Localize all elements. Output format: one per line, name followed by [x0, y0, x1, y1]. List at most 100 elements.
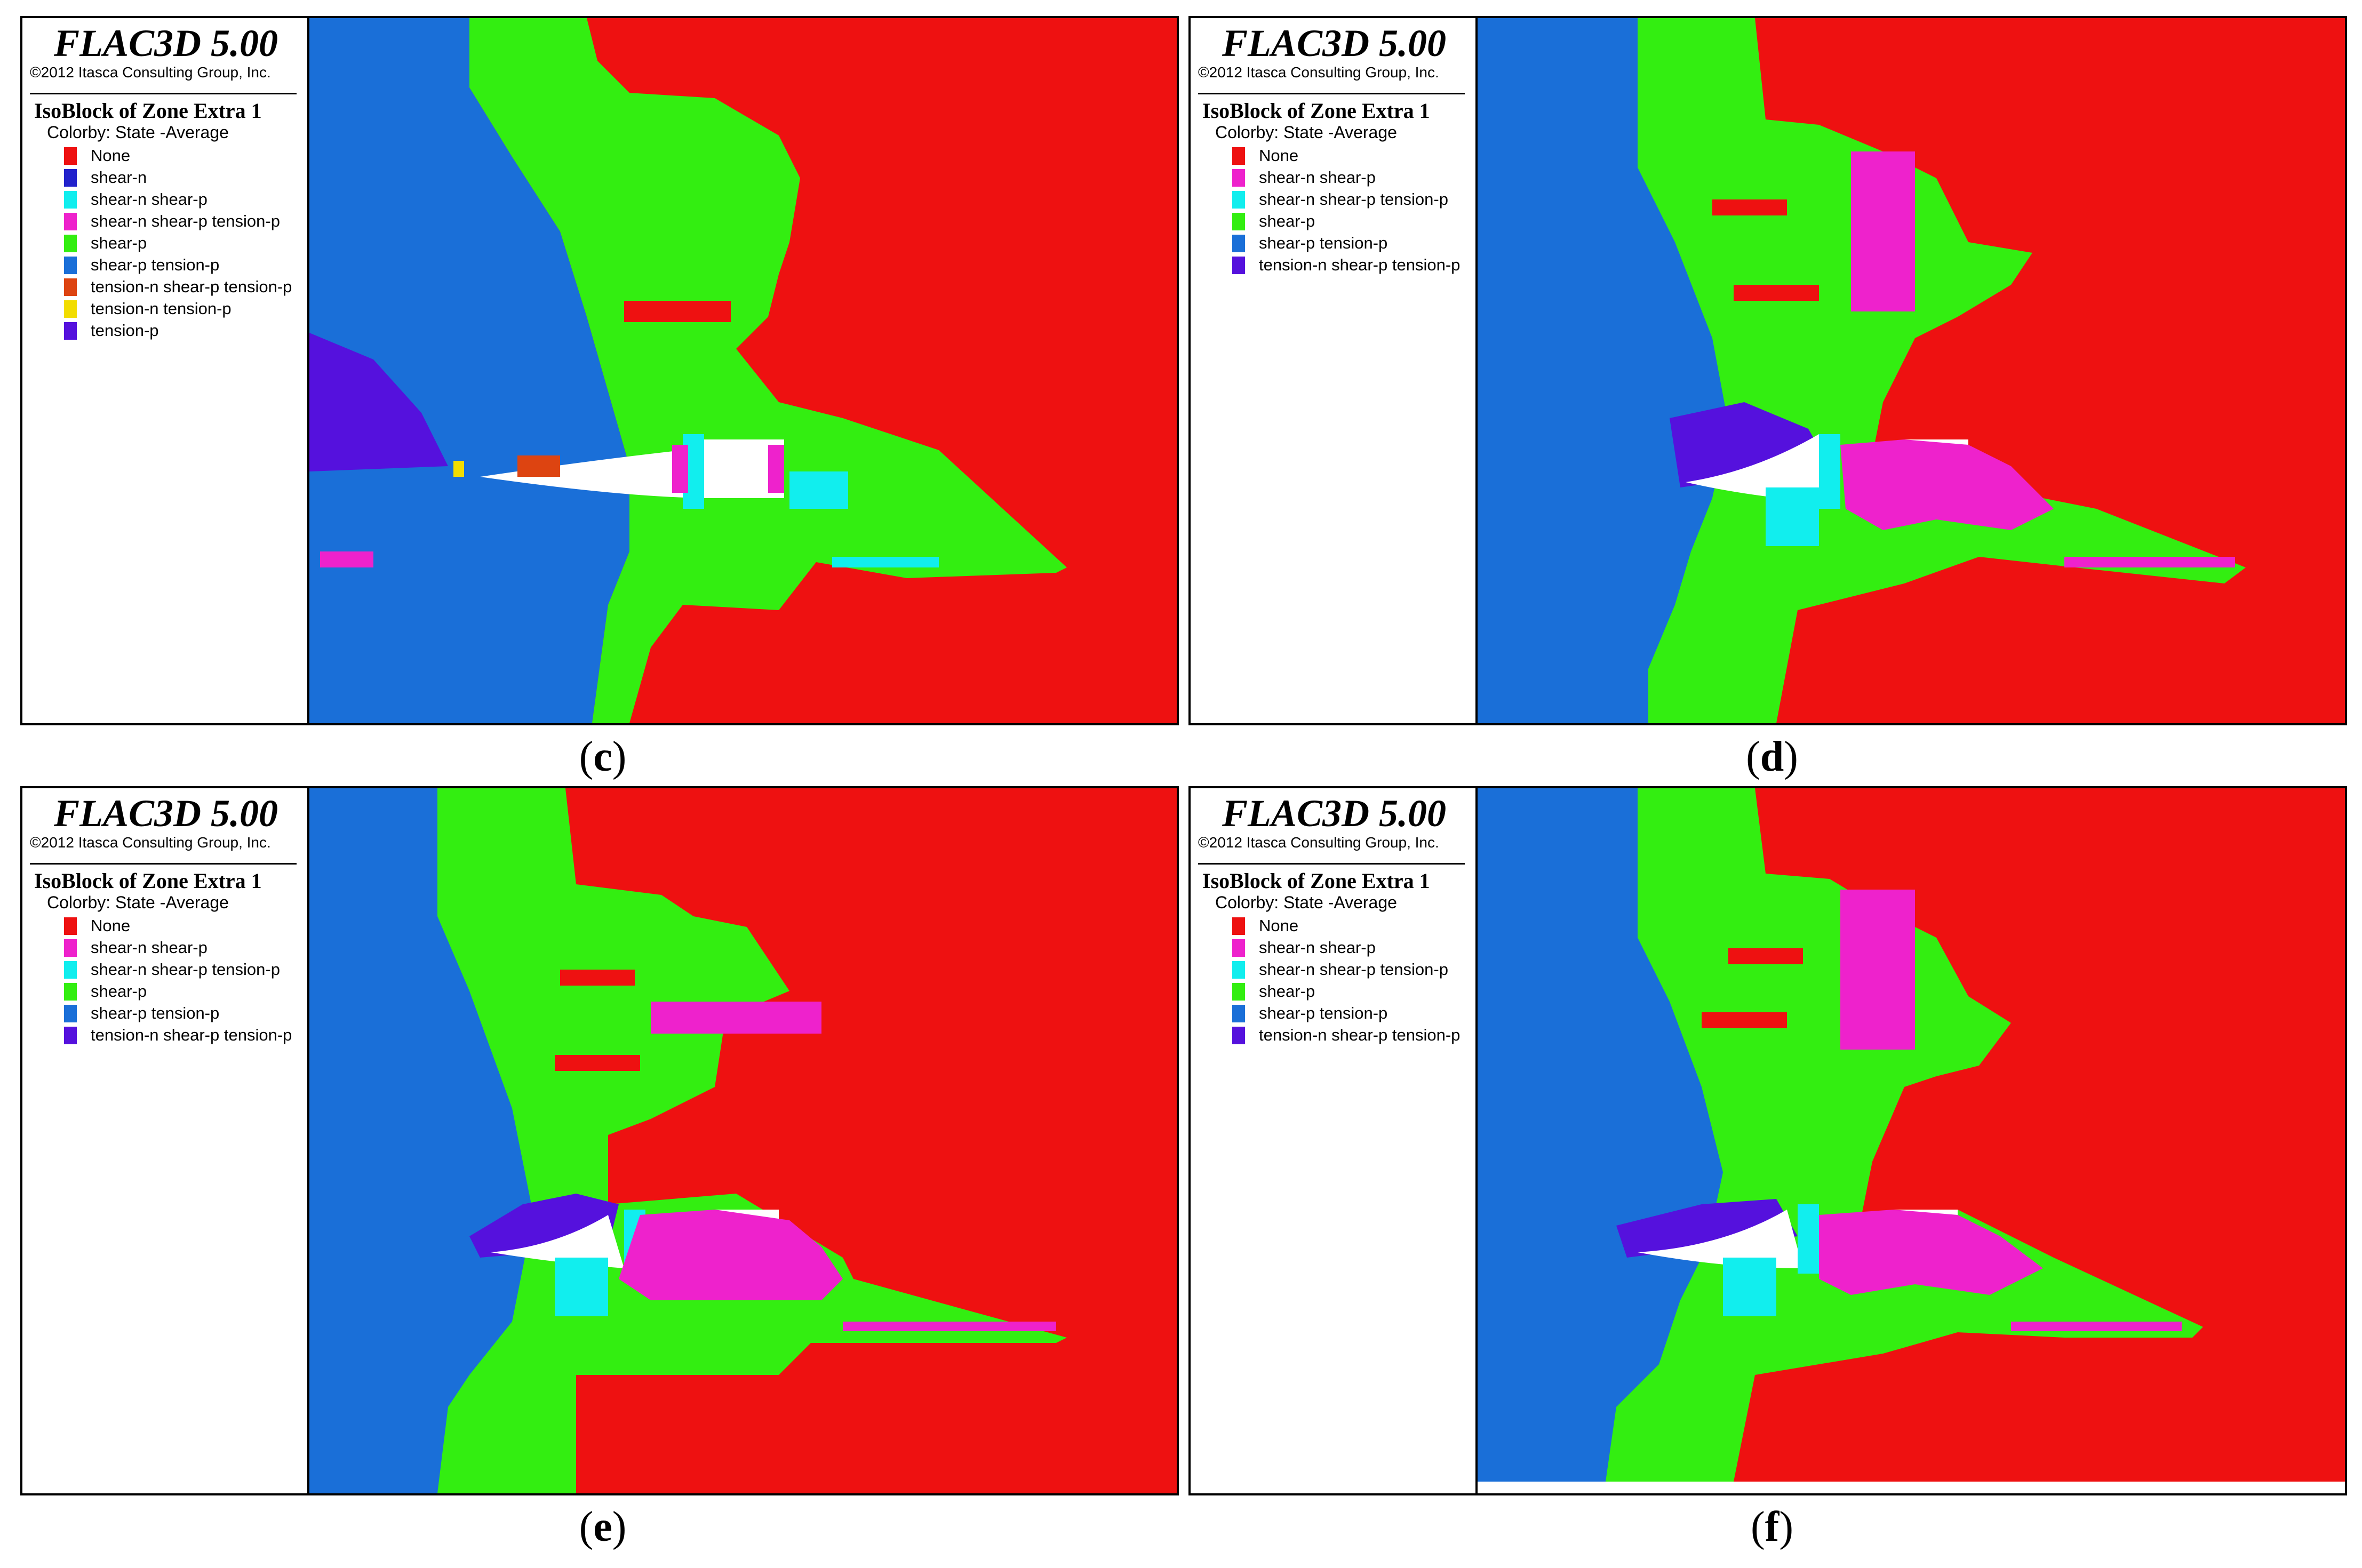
copyright: ©2012 Itasca Consulting Group, Inc. — [1198, 64, 1439, 81]
region-shear-n-shear-p-3 — [832, 557, 939, 567]
legend-f: FLAC3D 5.00 ©2012 Itasca Consulting Grou… — [1191, 788, 1478, 1493]
region-tension-p — [309, 333, 448, 471]
zone-plot-svg — [309, 18, 1177, 723]
legend-label: shear-n shear-p — [91, 938, 208, 957]
legend-swatch — [1232, 213, 1245, 230]
caption-d: (d) — [1719, 733, 1825, 781]
legend-label: None — [91, 146, 131, 165]
legend-swatch — [1232, 917, 1245, 935]
legend-label: shear-n — [91, 168, 147, 187]
legend-label: shear-n shear-p — [91, 190, 208, 209]
legend-swatch — [64, 169, 77, 187]
legend-swatch — [64, 939, 77, 957]
legend-c: FLAC3D 5.00 ©2012 Itasca Consulting Grou… — [22, 18, 309, 723]
region-shear-p — [1638, 18, 2246, 723]
app-title: FLAC3D 5.00 — [53, 792, 278, 835]
region-shear-n-shear-p-2 — [1840, 439, 2054, 530]
legend-swatch — [64, 278, 77, 296]
tunnel-opening — [491, 1215, 624, 1268]
caption-close: ) — [612, 1503, 627, 1550]
region-shear-n-shear-p-tension-p-2 — [768, 445, 784, 493]
panel-f: FLAC3D 5.00 ©2012 Itasca Consulting Grou… — [1188, 786, 2347, 1495]
legend-swatch — [1232, 961, 1245, 979]
plot-title: IsoBlock of Zone Extra 1 — [1202, 869, 1430, 893]
legend-e: FLAC3D 5.00 ©2012 Itasca Consulting Grou… — [22, 788, 309, 1493]
region-none-strip-2 — [555, 1055, 640, 1071]
caption-close: ) — [1779, 1503, 1793, 1550]
legend-label: shear-p — [1259, 212, 1315, 230]
legend-swatch — [64, 257, 77, 274]
legend-label: None — [1259, 146, 1299, 165]
copyright: ©2012 Itasca Consulting Group, Inc. — [1198, 834, 1439, 851]
legend-label: tension-p — [91, 321, 159, 340]
legend-label: shear-n shear-p — [1259, 168, 1376, 187]
legend-label: tension-n shear-p tension-p — [1259, 255, 1461, 274]
legend-swatch — [64, 322, 77, 340]
tunnel-opening — [480, 450, 715, 498]
region-none-strip-2 — [1734, 285, 1819, 301]
zone-plot-svg — [1478, 788, 2345, 1482]
region-shear-n-shear-p — [1851, 151, 1915, 311]
tunnel-opening — [1638, 1210, 1803, 1268]
legend-label: None — [1259, 916, 1299, 935]
legend-label: shear-p — [91, 234, 147, 252]
app-title: FLAC3D 5.00 — [1222, 792, 1447, 835]
legend-swatch — [1232, 1005, 1245, 1022]
panel-e: FLAC3D 5.00 ©2012 Itasca Consulting Grou… — [20, 786, 1179, 1495]
legend-swatch — [64, 961, 77, 979]
plot-title: IsoBlock of Zone Extra 1 — [34, 869, 262, 893]
region-shear-n-shear-p-3 — [2064, 557, 2235, 567]
legend-label: shear-n shear-p tension-p — [91, 212, 280, 230]
legend-label: tension-n tension-p — [91, 299, 232, 318]
region-tension-n-shear-p-tension-p — [1616, 1199, 1798, 1258]
legend-swatch — [64, 1005, 77, 1022]
zone-plot-svg — [1478, 18, 2345, 723]
region-none-strip-2 — [1702, 1012, 1787, 1028]
colorby-label: Colorby: State -Average — [47, 123, 229, 142]
zone-plot-f — [1478, 788, 2345, 1493]
region-shear-p — [437, 788, 1067, 1493]
region-shear-n-shear-p-tension-p-3 — [320, 551, 373, 567]
plot-title: IsoBlock of Zone Extra 1 — [34, 99, 262, 123]
app-title: FLAC3D 5.00 — [53, 22, 278, 65]
caption-close: ) — [1784, 733, 1798, 780]
divider — [30, 863, 297, 865]
legend-label: shear-p — [1259, 982, 1315, 1001]
legend-swatch — [64, 147, 77, 165]
legend-label: shear-p — [91, 982, 147, 1001]
app-title: FLAC3D 5.00 — [1222, 22, 1447, 65]
region-shear-p-tension-p — [309, 18, 629, 723]
legend-swatch — [1232, 169, 1245, 187]
legend-swatch — [64, 1027, 77, 1044]
region-shear-n-shear-p-tension-p — [672, 445, 688, 493]
legend-label: shear-n shear-p tension-p — [91, 960, 280, 979]
region-none-strip — [1712, 199, 1787, 215]
legend-label: shear-p tension-p — [91, 255, 220, 274]
legend-label: shear-n shear-p tension-p — [1259, 190, 1448, 209]
region-shear-n-shear-p-2 — [619, 1210, 843, 1300]
region-shear-n-shear-p-3 — [843, 1322, 1056, 1331]
region-shear-n-shear-p — [1840, 890, 1915, 1050]
caption-open: ( — [579, 733, 594, 780]
legend-swatch — [64, 917, 77, 935]
legend-swatch — [1232, 257, 1245, 274]
zone-plot-e — [309, 788, 1177, 1493]
legend-label: shear-n shear-p tension-p — [1259, 960, 1448, 979]
legend-swatch — [64, 983, 77, 1001]
divider — [1198, 863, 1465, 865]
colorby-label: Colorby: State -Average — [47, 893, 229, 912]
legend-swatch — [1232, 191, 1245, 209]
caption-open: ( — [1746, 733, 1760, 780]
region-tension-n-shear-p-tension-p — [517, 455, 560, 477]
region-tension-n-tension-p — [453, 461, 464, 477]
region-shear-n-shear-p-tension-p-2 — [555, 1258, 608, 1316]
region-shear-n-shear-p-tension-p-2 — [1766, 487, 1819, 546]
legend-swatch — [64, 191, 77, 209]
region-shear-n-shear-p-2 — [1819, 1210, 2043, 1295]
divider — [30, 93, 297, 94]
legend-label: shear-n shear-p — [1259, 938, 1376, 957]
region-shear-n-shear-p-tension-p-2 — [1723, 1258, 1776, 1316]
caption-c: (c) — [549, 733, 656, 781]
legend-swatch — [1232, 147, 1245, 165]
region-shear-n-shear-p-tension-p — [1819, 434, 1840, 509]
